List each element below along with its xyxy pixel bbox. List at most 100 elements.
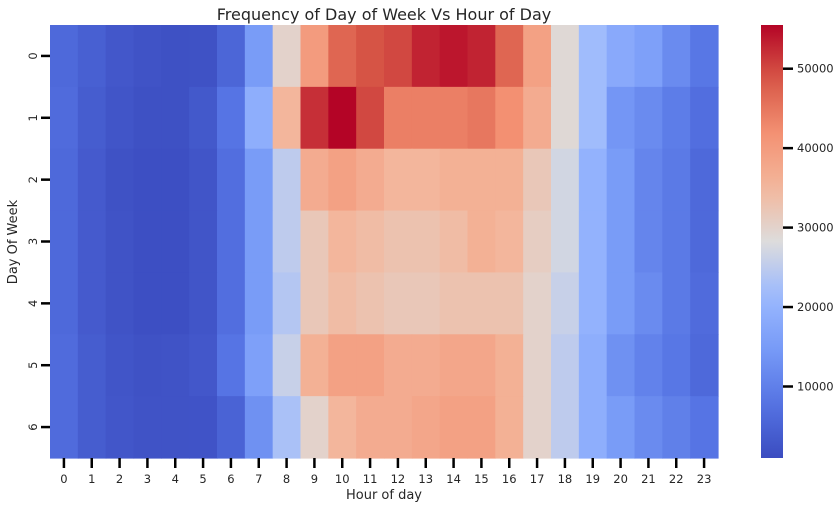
heatmap-cell bbox=[300, 272, 329, 335]
heatmap-cell bbox=[50, 25, 79, 88]
x-axis-ticks: 0 1 2 3 4 5 6 7 8 9 10 11 12 13 14 15 16 17 18 19 20 21 22 23 bbox=[60, 458, 711, 486]
heatmap-cell bbox=[578, 334, 608, 397]
heatmap-cell bbox=[356, 210, 385, 274]
heatmap-cell bbox=[161, 210, 190, 274]
heatmap-cell bbox=[300, 148, 329, 212]
heatmap-cell bbox=[272, 210, 302, 274]
heatmap-cell bbox=[217, 334, 246, 397]
heatmap-cell bbox=[411, 334, 441, 397]
heatmap-cell bbox=[384, 334, 413, 397]
x-tick-label: 6 bbox=[227, 472, 234, 486]
heatmap-cell bbox=[217, 272, 246, 335]
x-tick-label: 16 bbox=[502, 472, 517, 486]
x-tick-label: 5 bbox=[199, 472, 206, 486]
heatmap-cell bbox=[523, 272, 552, 335]
heatmap-cell bbox=[244, 210, 274, 274]
heatmap-cell bbox=[189, 25, 218, 88]
heatmap-cell bbox=[690, 396, 719, 459]
heatmap-cell bbox=[467, 25, 496, 88]
x-tick-label: 18 bbox=[558, 472, 573, 486]
heatmap-cell bbox=[50, 396, 79, 459]
heatmap-cell bbox=[50, 272, 79, 335]
heatmap-cell bbox=[439, 86, 469, 150]
heatmap-cell bbox=[105, 25, 135, 88]
x-tick-label: 15 bbox=[474, 472, 489, 486]
x-tick-label: 21 bbox=[641, 472, 656, 486]
heatmap-cell bbox=[272, 86, 302, 150]
x-tick-label: 20 bbox=[613, 472, 628, 486]
x-tick-label: 22 bbox=[669, 472, 684, 486]
heatmap-cell bbox=[634, 86, 663, 150]
heatmap-cell bbox=[50, 210, 79, 274]
heatmap-cell bbox=[356, 25, 385, 88]
heatmap-cell bbox=[578, 272, 608, 335]
heatmap-cell bbox=[105, 148, 135, 212]
heatmap-cell bbox=[411, 148, 441, 212]
heatmap-cell bbox=[690, 272, 719, 335]
heatmap-cell bbox=[328, 148, 357, 212]
heatmap-cell bbox=[217, 148, 246, 212]
x-tick-label: 8 bbox=[283, 472, 290, 486]
x-tick-label: 12 bbox=[391, 472, 406, 486]
heatmap-cell bbox=[189, 272, 218, 335]
heatmap-cell bbox=[328, 272, 357, 335]
heatmap-cell bbox=[133, 148, 162, 212]
heatmap-cell bbox=[606, 334, 636, 397]
colorbar-tick-label: 50000 bbox=[797, 62, 834, 76]
heatmap-cell bbox=[105, 210, 135, 274]
heatmap-cell bbox=[551, 86, 580, 150]
heatmap-cell bbox=[272, 396, 302, 459]
x-tick-label: 7 bbox=[255, 472, 262, 486]
x-axis-label: Hour of day bbox=[346, 488, 422, 503]
heatmap-cell bbox=[217, 25, 246, 88]
heatmap-cell bbox=[77, 148, 107, 212]
heatmap-cell bbox=[634, 272, 663, 335]
heatmap-cell bbox=[77, 210, 107, 274]
heatmap-cell bbox=[77, 86, 107, 150]
heatmap-cell bbox=[356, 86, 385, 150]
heatmap-cell bbox=[467, 148, 496, 212]
heatmap-cell bbox=[272, 272, 302, 335]
heatmap-cell bbox=[551, 396, 580, 459]
heatmap-cell bbox=[578, 148, 608, 212]
heatmap-cell bbox=[356, 396, 385, 459]
heatmap-cell bbox=[133, 334, 162, 397]
heatmap-cell bbox=[384, 86, 413, 150]
heatmap-cell bbox=[439, 210, 469, 274]
y-tick-label: 1 bbox=[26, 114, 40, 121]
y-tick-label: 0 bbox=[26, 52, 40, 59]
x-tick-label: 13 bbox=[418, 472, 433, 486]
heatmap-cell bbox=[662, 148, 691, 212]
heatmap-cell bbox=[300, 25, 329, 88]
heatmap-cell bbox=[384, 210, 413, 274]
heatmap-cell bbox=[606, 210, 636, 274]
heatmap-cell bbox=[662, 210, 691, 274]
heatmap-cell bbox=[50, 86, 79, 150]
heatmap-cell bbox=[467, 210, 496, 274]
heatmap-cell bbox=[578, 86, 608, 150]
heatmap-cell bbox=[551, 334, 580, 397]
heatmap-cell bbox=[105, 396, 135, 459]
heatmap-cell bbox=[356, 334, 385, 397]
heatmap-cell bbox=[551, 25, 580, 88]
y-tick-label: 3 bbox=[26, 238, 40, 245]
heatmap-cell bbox=[217, 210, 246, 274]
heatmap-cell bbox=[439, 25, 469, 88]
heatmap-cell bbox=[300, 396, 329, 459]
heatmap-cells bbox=[50, 25, 719, 459]
heatmap-cell bbox=[105, 334, 135, 397]
heatmap-cell bbox=[634, 396, 663, 459]
heatmap-cell bbox=[662, 334, 691, 397]
heatmap-cell bbox=[217, 396, 246, 459]
heatmap-cell bbox=[244, 334, 274, 397]
heatmap-cell bbox=[523, 396, 552, 459]
x-tick-label: 17 bbox=[530, 472, 545, 486]
heatmap-cell bbox=[161, 272, 190, 335]
heatmap-cell bbox=[495, 25, 524, 88]
heatmap-cell bbox=[411, 272, 441, 335]
heatmap-cell bbox=[662, 396, 691, 459]
heatmap-cell bbox=[161, 25, 190, 88]
x-tick-label: 3 bbox=[144, 472, 151, 486]
heatmap-cell bbox=[161, 148, 190, 212]
